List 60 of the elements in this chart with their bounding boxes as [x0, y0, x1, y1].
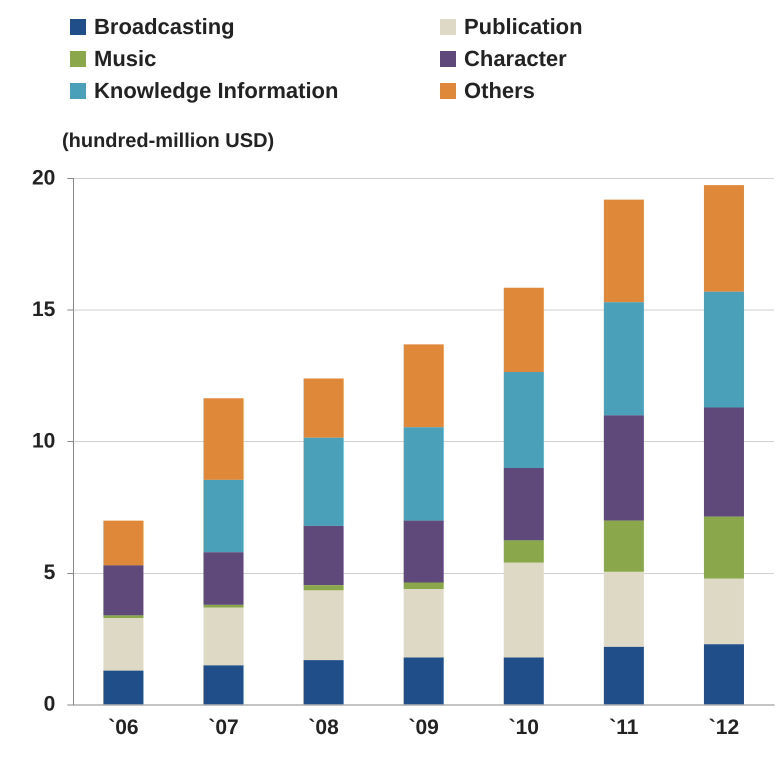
- bar: [404, 657, 444, 704]
- bar: [103, 520, 144, 566]
- bar: [704, 407, 744, 517]
- x-tick-label: `06: [108, 716, 139, 740]
- x-tick-label: `10: [508, 716, 539, 740]
- bar: [504, 468, 544, 540]
- bar: [103, 615, 144, 618]
- bar: [504, 288, 544, 372]
- bar: [404, 582, 444, 590]
- bar: [504, 540, 544, 563]
- x-tick-label: `12: [708, 716, 740, 740]
- x-tick-label: `11: [609, 716, 639, 740]
- y-axis-title: (hundred-million USD): [62, 130, 276, 154]
- bar: [103, 618, 144, 671]
- bar: [604, 200, 644, 302]
- bar: [704, 516, 744, 579]
- bar: [203, 604, 244, 608]
- y-tick-label: 5: [44, 561, 56, 584]
- bar: [404, 344, 444, 428]
- bar: [604, 572, 644, 647]
- bar: [704, 644, 744, 704]
- bar: [404, 520, 444, 582]
- bar: [604, 646, 644, 704]
- y-tick-label: 10: [32, 429, 56, 452]
- x-tick-label: `09: [408, 716, 439, 740]
- y-tick-label: 0: [44, 692, 56, 716]
- bar: [203, 480, 244, 552]
- bar: [203, 552, 244, 605]
- bar: [704, 578, 744, 644]
- bar: [604, 415, 644, 521]
- bar: [404, 589, 444, 658]
- bar: [504, 372, 544, 468]
- bar: [404, 427, 444, 521]
- x-tick-label: `08: [308, 716, 340, 740]
- bar: [304, 526, 344, 586]
- bar: [504, 657, 544, 704]
- bar: [604, 520, 644, 572]
- bar: [704, 185, 744, 292]
- bar: [203, 607, 244, 666]
- legend-label: Publication: [464, 14, 583, 40]
- bar: [304, 438, 344, 526]
- x-tick-label: `07: [208, 716, 239, 740]
- bar: [704, 292, 744, 408]
- bar: [304, 585, 344, 590]
- legend-label: Knowledge Information: [94, 78, 338, 104]
- bar: [203, 398, 244, 480]
- bar: [103, 565, 144, 616]
- legend-label: Character: [464, 46, 567, 72]
- legend-label: Broadcasting: [94, 14, 235, 40]
- bar: [103, 670, 144, 704]
- bar: [304, 378, 344, 438]
- y-tick-label: 20: [32, 166, 56, 190]
- bar: [304, 590, 344, 660]
- legend-label: Music: [94, 46, 156, 72]
- bar: [604, 302, 644, 416]
- legend-label: Others: [464, 78, 535, 104]
- bar: [504, 562, 544, 658]
- y-tick-label: 15: [32, 298, 56, 321]
- bar: [203, 665, 244, 704]
- bar: [304, 660, 344, 704]
